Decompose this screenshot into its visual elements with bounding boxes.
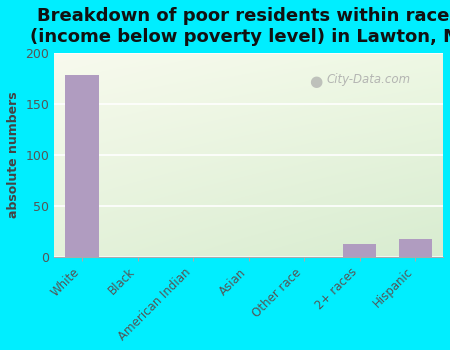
Bar	[65, 75, 99, 257]
Text: City-Data.com: City-Data.com	[326, 73, 410, 86]
Title: Breakdown of poor residents within races
(income below poverty level) in Lawton,: Breakdown of poor residents within races…	[30, 7, 450, 46]
Bar	[399, 239, 432, 257]
Y-axis label: absolute numbers: absolute numbers	[7, 91, 20, 218]
Bar	[343, 244, 376, 257]
Text: ●: ●	[309, 74, 322, 89]
